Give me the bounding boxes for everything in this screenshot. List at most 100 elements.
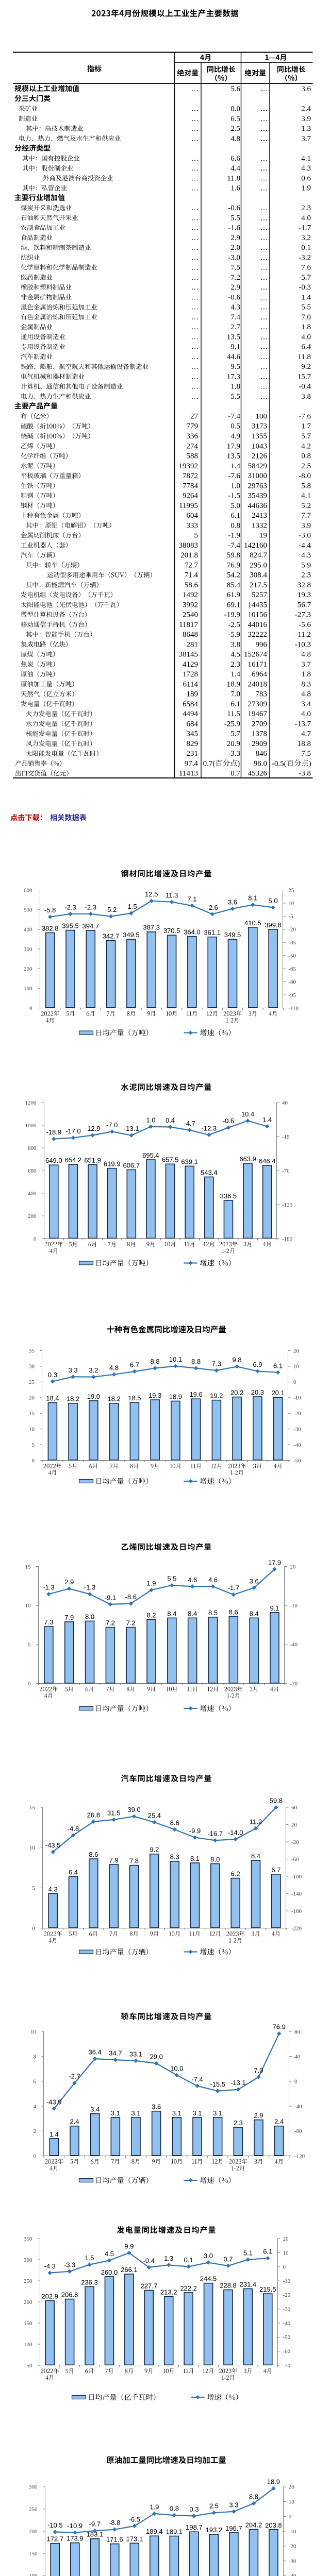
svg-text:5.2: 5.2 <box>301 502 311 510</box>
svg-text:281: 281 <box>187 640 199 649</box>
svg-text:9.5: 9.5 <box>230 363 240 371</box>
svg-text:6964: 6964 <box>252 670 268 679</box>
svg-text:4.8: 4.8 <box>301 690 311 699</box>
svg-text:-30: -30 <box>289 2558 296 2564</box>
svg-text:0: 0 <box>289 2514 292 2520</box>
svg-text:295.0: 295.0 <box>250 561 267 569</box>
svg-text:4.8: 4.8 <box>230 134 240 143</box>
svg-text:4: 4 <box>34 2104 37 2110</box>
svg-text:2540: 2540 <box>183 611 198 619</box>
svg-text:100: 100 <box>256 413 268 421</box>
svg-text:200: 200 <box>29 2529 38 2535</box>
svg-text:6.9: 6.9 <box>253 1361 262 1368</box>
svg-text:50: 50 <box>27 2363 33 2369</box>
svg-text:0: 0 <box>28 1681 31 1687</box>
svg-text:-5: -5 <box>288 913 293 920</box>
svg-text:-40: -40 <box>283 2320 291 2327</box>
svg-text:308.4: 308.4 <box>250 571 267 580</box>
svg-text:800: 800 <box>28 1145 37 1151</box>
svg-text:8.3: 8.3 <box>301 680 311 688</box>
svg-text:0.5: 0.5 <box>230 422 240 431</box>
svg-text:7.7: 7.7 <box>301 512 311 520</box>
svg-text:…: … <box>260 155 268 163</box>
svg-text:6114: 6114 <box>183 680 199 688</box>
svg-text:-18.9: -18.9 <box>46 1128 61 1136</box>
svg-text:5: 5 <box>194 532 199 540</box>
svg-text:-25.9: -25.9 <box>224 720 240 728</box>
svg-text:1.7: 1.7 <box>301 422 311 431</box>
svg-text:…: … <box>260 353 268 361</box>
svg-text:3.9: 3.9 <box>301 115 311 123</box>
svg-text:-15: -15 <box>282 1134 290 1140</box>
svg-text:80: 80 <box>294 2029 301 2035</box>
svg-text:…: … <box>260 253 268 262</box>
svg-text:-3.2: -3.2 <box>299 253 311 262</box>
svg-text:17.9: 17.9 <box>268 1558 281 1566</box>
svg-text:4.2: 4.2 <box>301 442 311 450</box>
svg-text:-3.8: -3.8 <box>299 770 311 778</box>
svg-text:-2.6: -2.6 <box>206 904 218 911</box>
svg-text:-100: -100 <box>291 1874 302 1880</box>
svg-text:3.1: 3.1 <box>111 2109 120 2117</box>
svg-text:…: … <box>191 174 199 182</box>
svg-text:-4.7: -4.7 <box>184 1120 195 1127</box>
svg-text:1.9: 1.9 <box>301 184 311 193</box>
svg-text:38083: 38083 <box>179 541 199 550</box>
svg-text:2.0: 2.0 <box>230 244 240 252</box>
svg-text:14435: 14435 <box>248 601 268 609</box>
svg-text:…: … <box>191 184 199 193</box>
svg-text:24018: 24018 <box>248 680 268 688</box>
svg-text:10: 10 <box>29 1845 36 1851</box>
svg-text:20.9: 20.9 <box>227 740 240 748</box>
svg-text:…: … <box>260 244 268 252</box>
svg-text:0: 0 <box>293 1379 296 1385</box>
svg-text:846: 846 <box>256 750 268 758</box>
svg-text:9264: 9264 <box>183 492 199 500</box>
svg-text:19.2: 19.2 <box>210 1392 223 1400</box>
svg-text:-20: -20 <box>291 1839 299 1845</box>
svg-text:-65: -65 <box>288 966 296 972</box>
svg-text:-0.4: -0.4 <box>299 383 311 391</box>
svg-text:26.8: 26.8 <box>87 1811 100 1819</box>
svg-text:15: 15 <box>29 1805 36 1811</box>
svg-text:-30: -30 <box>293 1426 301 1432</box>
svg-text:44016: 44016 <box>248 621 268 629</box>
svg-text:11.8: 11.8 <box>298 353 311 361</box>
svg-text:-10.5: -10.5 <box>47 2521 63 2529</box>
svg-text:…: … <box>191 253 199 262</box>
svg-text:31.5: 31.5 <box>107 1809 120 1817</box>
svg-text:663.9: 663.9 <box>239 1155 256 1163</box>
svg-text:3.6: 3.6 <box>301 85 311 93</box>
svg-text:274: 274 <box>187 442 199 450</box>
svg-text:19.0: 19.0 <box>87 1393 100 1400</box>
svg-text:-1.5: -1.5 <box>125 903 137 910</box>
svg-text:-10: -10 <box>293 1395 301 1401</box>
svg-text:6.4: 6.4 <box>301 343 311 351</box>
svg-text:2909: 2909 <box>252 740 267 748</box>
svg-text:-7.0: -7.0 <box>106 1121 118 1129</box>
svg-text:1.4: 1.4 <box>230 462 240 470</box>
svg-text:1.8: 1.8 <box>301 670 311 679</box>
svg-text:5: 5 <box>32 1442 35 1448</box>
svg-text:30: 30 <box>29 1364 35 1370</box>
svg-text:12.5: 12.5 <box>145 890 158 898</box>
svg-text:…: … <box>191 214 199 222</box>
svg-text:…: … <box>260 293 268 301</box>
svg-text:44.6: 44.6 <box>227 353 241 361</box>
svg-text:8.8: 8.8 <box>151 1358 160 1365</box>
svg-text:-2.3: -2.3 <box>85 903 96 911</box>
svg-text:996: 996 <box>256 640 268 649</box>
svg-text:-2.3: -2.3 <box>64 903 76 911</box>
svg-text:244.5: 244.5 <box>200 2275 217 2283</box>
svg-text:222.2: 222.2 <box>180 2284 197 2292</box>
svg-text:4.3: 4.3 <box>230 303 240 312</box>
svg-text:0.4: 0.4 <box>166 1116 175 1124</box>
svg-text:8.4: 8.4 <box>250 1609 259 1617</box>
svg-text:217.5: 217.5 <box>250 581 267 589</box>
svg-text:76.9: 76.9 <box>273 2023 286 2031</box>
svg-text:2.3: 2.3 <box>234 2119 243 2127</box>
svg-text:6584: 6584 <box>183 700 199 708</box>
svg-text:-50: -50 <box>283 2334 291 2341</box>
svg-text:189.4: 189.4 <box>146 2528 163 2535</box>
svg-text:-10: -10 <box>290 1603 298 1609</box>
